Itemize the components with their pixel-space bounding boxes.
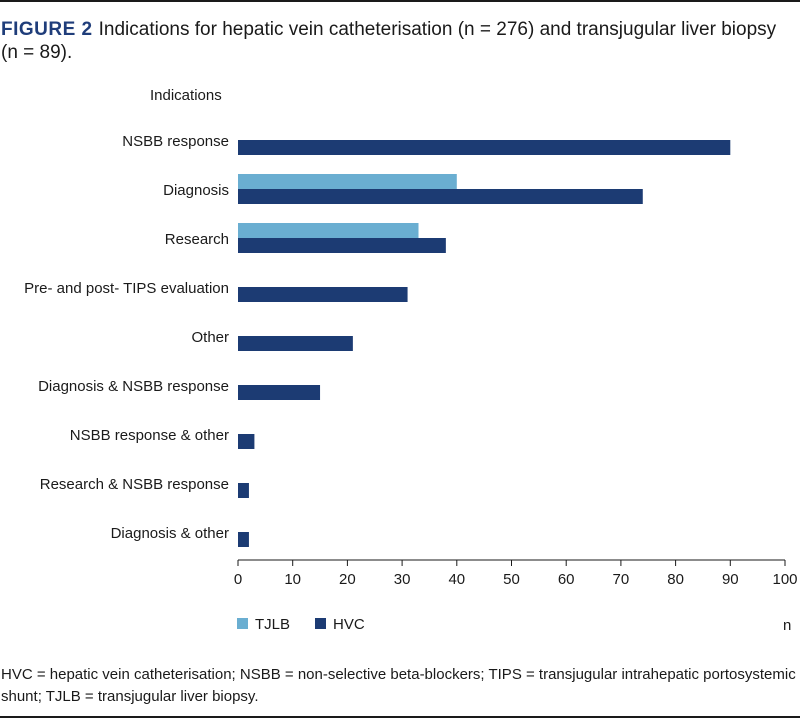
x-tick-label: 50 (503, 571, 520, 588)
x-tick-label: 30 (394, 571, 411, 588)
bar-hvc (238, 434, 255, 449)
category-label: Diagnosis & other (111, 525, 229, 542)
x-tick-label: 40 (448, 571, 465, 588)
figure-caption: HVC = hepatic vein catheterisation; NSBB… (1, 666, 796, 705)
bar-tjlb (238, 223, 419, 238)
bar-hvc (238, 483, 249, 498)
x-tick-label: 10 (284, 571, 301, 588)
legend-label-tjlb: TJLB (255, 616, 290, 633)
y-axis-label: Indications (150, 87, 222, 104)
legend-label-hvc: HVC (333, 616, 365, 633)
category-label: Diagnosis (163, 182, 229, 199)
bar-hvc (238, 189, 643, 204)
x-tick-label: 0 (234, 571, 242, 588)
legend-swatch-tjlb (237, 618, 248, 629)
bar-chart: Indications NSBB response Diagnosis Researc… (24, 87, 797, 634)
category-label: Diagnosis & NSBB response (38, 378, 229, 395)
figure-title: FIGURE 2 Indications for hepatic vein cat… (1, 18, 791, 64)
x-tick-label: 100 (772, 571, 797, 588)
category-label: Other (191, 329, 229, 346)
bottom-rule (0, 716, 800, 718)
bar-hvc (238, 140, 731, 155)
bar-hvc (238, 532, 249, 547)
category-label: NSBB response (122, 133, 229, 150)
x-axis-label: n (783, 617, 791, 634)
category-label: NSBB response & other (70, 427, 229, 444)
x-tick-label: 20 (339, 571, 356, 588)
x-tick-label: 60 (558, 571, 575, 588)
x-tick-label: 70 (613, 571, 630, 588)
category-label: Research & NSBB response (40, 476, 229, 493)
category-label: Research (165, 231, 229, 248)
bar-hvc (238, 287, 408, 302)
bar-tjlb (238, 174, 457, 189)
x-tick-label: 90 (722, 571, 739, 588)
bar-hvc (238, 336, 353, 351)
bar-hvc (238, 385, 321, 400)
category-label: Pre- and post- TIPS evaluation (24, 280, 229, 297)
top-rule (0, 0, 800, 2)
bar-hvc (238, 238, 446, 253)
figure-title-text: Indications for hepatic vein catheterisa… (1, 19, 777, 63)
x-tick-label: 80 (667, 571, 684, 588)
figure-label: FIGURE 2 (1, 19, 93, 40)
legend-swatch-hvc (315, 618, 326, 629)
